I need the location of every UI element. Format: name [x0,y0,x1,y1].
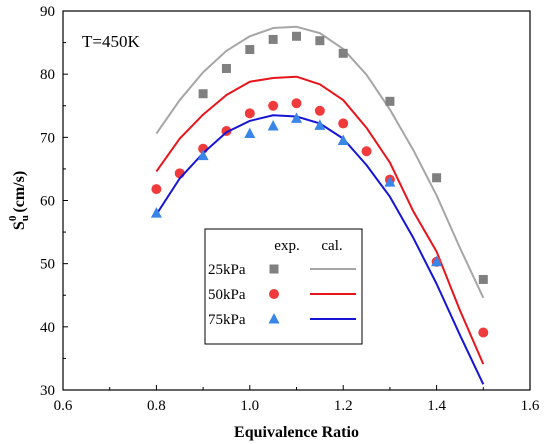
y-tick-label: 60 [40,194,55,210]
series-75kpa-exp-point [337,134,349,145]
x-tick-label: 1.4 [427,398,446,414]
y-tick-label: 70 [40,130,55,146]
x-tick-label: 0.8 [147,398,166,414]
series-25kpa-exp-point [198,89,208,99]
series-75kpa-exp-point [244,127,256,139]
legend-marker-25kpa [269,264,279,274]
series-50kpa-exp-point [291,98,302,109]
x-tick-label: 1.6 [521,398,540,414]
series-50kpa-exp-point [338,118,349,129]
x-tick-label: 0.6 [54,398,73,414]
series-25kpa-exp-point [315,36,325,46]
series-75kpa-exp-point [197,149,209,161]
series-25kpa-exp-point [292,31,301,41]
y-axis-title-subscript: u [19,215,31,221]
series-75kpa-exp-point [267,119,279,131]
x-axis-title: Equivalence Ratio [234,424,359,441]
series-25kpa-cal-line [155,25,485,299]
y-tick-label: 30 [40,383,55,399]
series-75kpa-exp-point [314,119,326,130]
y-tick-label: 50 [40,257,55,273]
legend-marker-75kpa [268,313,280,324]
legend-header-cal: cal. [321,238,342,254]
series-75kpa-exp-point [384,176,396,187]
series-75kpa-exp-point [150,207,162,218]
series-50kpa-exp-point [361,146,372,157]
x-tick-label: 1.0 [240,398,259,414]
series-50kpa-exp-point [314,105,325,116]
temperature-annotation: T=450K [82,32,140,51]
series-50kpa-exp-point [268,100,279,111]
legend-label-75kpa: 75kPa [208,312,246,328]
y-tick-label: 80 [40,67,55,83]
y-axis-title-unit: (cm/s) [11,171,28,213]
y-tick-label: 40 [40,320,55,336]
legend-label-25kpa: 25kPa [208,262,246,278]
legend-box [204,228,363,345]
legend-label-50kpa: 50kPa [208,287,246,303]
x-tick-label: 1.2 [334,398,353,414]
series-50kpa-exp-point [151,184,162,195]
legend-marker-50kpa [269,289,279,299]
series-25kpa-exp-point [432,173,442,183]
legend: exp. cal. 25kPa 50kPa 75kPa [204,228,363,345]
series-25kpa-exp-point [221,63,231,73]
series-25kpa-exp-point [268,34,278,44]
series-50kpa-cal-line [155,75,485,365]
series-25kpa-exp-point [338,48,348,58]
series-75kpa-exp-point [291,112,302,123]
y-axis-title: Su0 (cm/s) [7,171,31,230]
legend-header-exp: exp. [274,238,299,254]
series-25kpa-exp-point [245,45,255,55]
series-50kpa-exp-point [478,327,489,338]
y-axis-title-superscript: 0 [7,215,19,221]
y-tick-label: 90 [40,4,55,20]
series-25kpa-exp-point [478,274,488,284]
series-25kpa-exp-point [385,96,395,106]
y-axis-title-main: S [11,221,28,230]
series-50kpa-exp-point [244,108,255,119]
series-75kpa-exp-point [431,255,443,267]
